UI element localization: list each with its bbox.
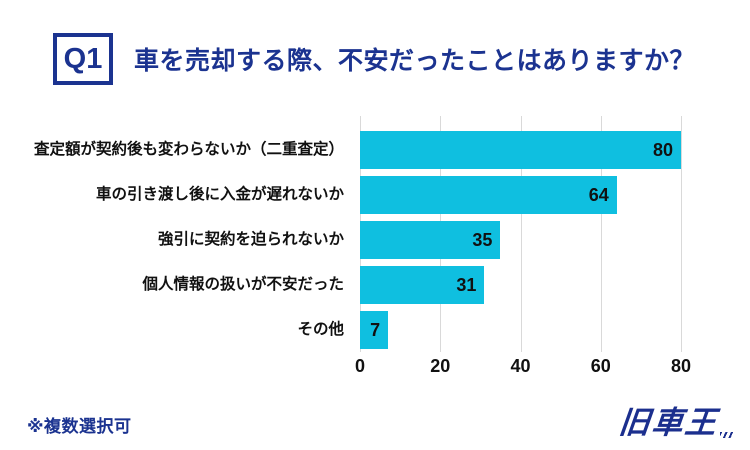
x-tick-label: 20	[430, 356, 451, 376]
plot-area: 80 64 35 31 7	[360, 116, 682, 352]
logo: 旧車王	[617, 404, 734, 441]
gridline	[600, 116, 602, 352]
gridline	[681, 116, 682, 352]
category-labels: 査定額が契約後も変わらないか（二重査定） 車の引き渡し後に入金が遅れないか強引に契…	[0, 116, 352, 352]
category-label: 個人情報の扱いが不安だった	[142, 276, 344, 293]
footnote: ※複数選択可	[27, 417, 132, 436]
bar-value-label: 80	[652, 140, 673, 160]
gridline	[520, 116, 522, 352]
bar: 64	[360, 176, 617, 214]
logo-mark-icon	[720, 432, 734, 439]
bar-value-label: 35	[472, 230, 493, 250]
logo-text: 旧車王	[617, 405, 720, 440]
question-number-label: Q1	[63, 42, 103, 75]
category-label: 車の引き渡し後に入金が遅れないか	[95, 186, 344, 203]
bar: 7	[360, 311, 389, 349]
category-label: その他	[297, 321, 344, 338]
bar-value-label: 7	[370, 320, 381, 340]
bar: 35	[360, 221, 501, 259]
bar: 31	[360, 266, 485, 304]
bar: 80	[360, 131, 681, 169]
x-tick-label: 80	[670, 356, 692, 376]
category-label: 強引に契約を迫られないか	[157, 231, 344, 248]
header: Q1 車を売却する際、不安だったことはありますか？	[53, 33, 695, 85]
page-title: 車を売却する際、不安だったことはありますか？	[134, 47, 696, 75]
question-number-badge: Q1	[53, 33, 113, 85]
bar-value-label: 31	[456, 275, 477, 295]
x-tick-label: 0	[354, 356, 366, 376]
category-label: 査定額が契約後も変わらないか（二重査定）	[33, 141, 344, 158]
bar-value-label: 64	[588, 185, 609, 205]
x-axis: 0 20 40 60 80	[355, 356, 691, 380]
x-tick-label: 40	[510, 356, 531, 376]
x-tick-label: 60	[590, 356, 611, 376]
